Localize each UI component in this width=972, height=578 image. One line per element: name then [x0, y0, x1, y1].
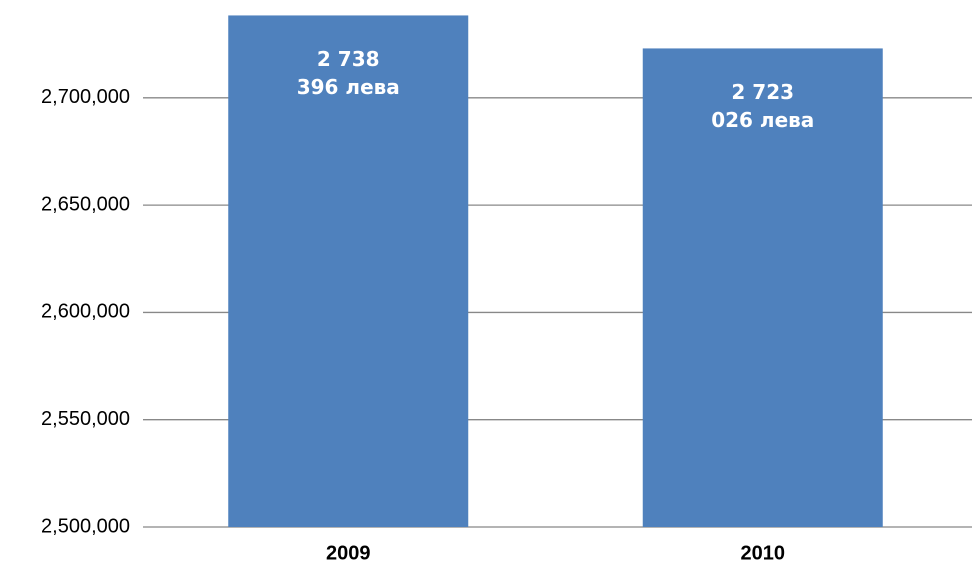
y-tick-label: 2,600,000 — [41, 301, 130, 323]
y-tick-label: 2,500,000 — [41, 515, 130, 537]
value-label-box: 2 723 026 лева — [711, 80, 815, 133]
x-tick-label: 2010 — [741, 542, 786, 564]
bar — [642, 48, 883, 528]
value-label: 2 738 396 лева — [296, 47, 400, 100]
bar — [228, 15, 469, 527]
y-tick-label: 2,650,000 — [41, 193, 130, 215]
x-tick-label: 2009 — [326, 542, 371, 564]
value-label-box: 2 738 396 лева — [296, 47, 400, 100]
y-tick-label: 2,700,000 — [41, 86, 130, 108]
y-tick-label: 2,550,000 — [41, 408, 130, 430]
value-label: 2 723 026 лева — [711, 80, 815, 133]
